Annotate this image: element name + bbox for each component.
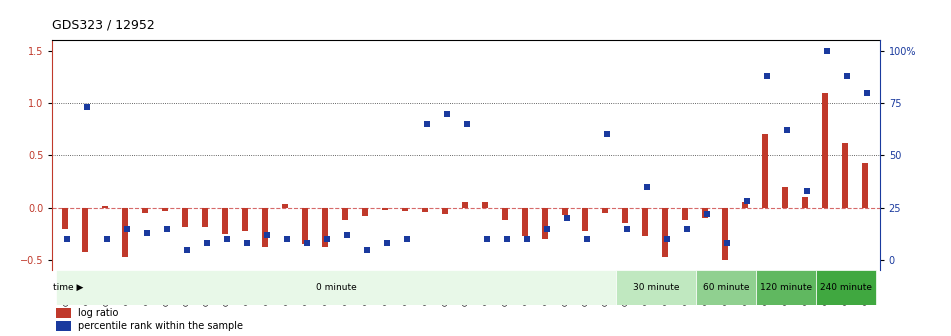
Bar — [83, 208, 88, 252]
Point — [779, 128, 794, 133]
Point — [100, 237, 115, 242]
Bar — [842, 143, 847, 208]
Bar — [816, 270, 876, 305]
Point — [160, 226, 175, 231]
Bar — [223, 208, 228, 234]
Bar — [616, 270, 696, 305]
Point — [459, 121, 475, 127]
Point — [819, 48, 834, 53]
Bar — [722, 208, 728, 260]
Point — [399, 237, 415, 242]
Point — [799, 188, 814, 194]
Bar — [762, 134, 767, 208]
Bar — [562, 208, 568, 215]
Bar — [63, 208, 68, 228]
Bar — [422, 208, 428, 212]
Bar — [622, 208, 628, 223]
Bar — [482, 203, 488, 208]
Point — [80, 104, 95, 110]
Bar — [402, 208, 408, 211]
Point — [379, 241, 395, 246]
Bar — [302, 208, 308, 244]
Bar — [602, 208, 608, 213]
Bar — [322, 208, 328, 248]
Text: 30 minute: 30 minute — [632, 283, 679, 292]
Bar — [822, 93, 827, 208]
Bar — [123, 208, 128, 257]
Bar — [103, 206, 108, 208]
Point — [699, 211, 714, 217]
Point — [140, 230, 155, 236]
Bar — [143, 208, 148, 213]
Point — [499, 237, 514, 242]
Bar — [362, 208, 368, 216]
Point — [359, 247, 375, 252]
Bar — [756, 270, 816, 305]
Bar — [382, 208, 388, 210]
Point — [579, 237, 594, 242]
Point — [300, 241, 315, 246]
Bar — [702, 208, 708, 218]
Bar — [542, 208, 548, 239]
Point — [260, 232, 275, 238]
Bar — [462, 203, 468, 208]
Bar — [163, 208, 168, 211]
Point — [340, 232, 355, 238]
Point — [599, 132, 614, 137]
Point — [659, 237, 674, 242]
Bar — [183, 208, 188, 226]
Bar — [243, 208, 248, 231]
Text: 240 minute: 240 minute — [820, 283, 872, 292]
Point — [839, 73, 854, 79]
Text: 120 minute: 120 minute — [760, 283, 812, 292]
Point — [439, 111, 455, 116]
Text: log ratio: log ratio — [78, 308, 118, 318]
Point — [719, 241, 734, 246]
Point — [60, 237, 75, 242]
Point — [180, 247, 195, 252]
Point — [419, 121, 435, 127]
Text: GDS323 / 12952: GDS323 / 12952 — [52, 19, 155, 32]
Point — [619, 226, 634, 231]
Bar — [203, 208, 208, 226]
Point — [679, 226, 694, 231]
Text: percentile rank within the sample: percentile rank within the sample — [78, 321, 243, 331]
Text: 0 minute: 0 minute — [316, 283, 357, 292]
Bar — [696, 270, 756, 305]
Point — [539, 226, 554, 231]
Bar — [742, 203, 747, 208]
Bar — [342, 208, 348, 220]
Point — [739, 199, 754, 204]
Point — [559, 215, 574, 221]
Bar — [282, 204, 288, 208]
Bar — [56, 308, 71, 318]
Point — [120, 226, 135, 231]
Point — [479, 237, 495, 242]
Bar — [862, 163, 867, 208]
Text: time ▶: time ▶ — [52, 283, 83, 292]
Bar — [662, 208, 668, 257]
Point — [859, 90, 874, 95]
Bar — [642, 208, 648, 236]
Point — [759, 73, 774, 79]
Point — [240, 241, 255, 246]
Point — [200, 241, 215, 246]
Text: 60 minute: 60 minute — [703, 283, 749, 292]
Bar — [56, 321, 71, 331]
Bar — [802, 197, 807, 208]
Point — [280, 237, 295, 242]
Bar — [782, 187, 787, 208]
Bar — [682, 208, 688, 220]
Bar — [442, 208, 448, 214]
Bar — [522, 208, 528, 236]
Point — [220, 237, 235, 242]
Bar — [56, 270, 616, 305]
Point — [639, 184, 654, 190]
Bar — [582, 208, 588, 231]
Bar — [502, 208, 508, 220]
Point — [320, 237, 335, 242]
Point — [519, 237, 534, 242]
Bar — [262, 208, 268, 248]
